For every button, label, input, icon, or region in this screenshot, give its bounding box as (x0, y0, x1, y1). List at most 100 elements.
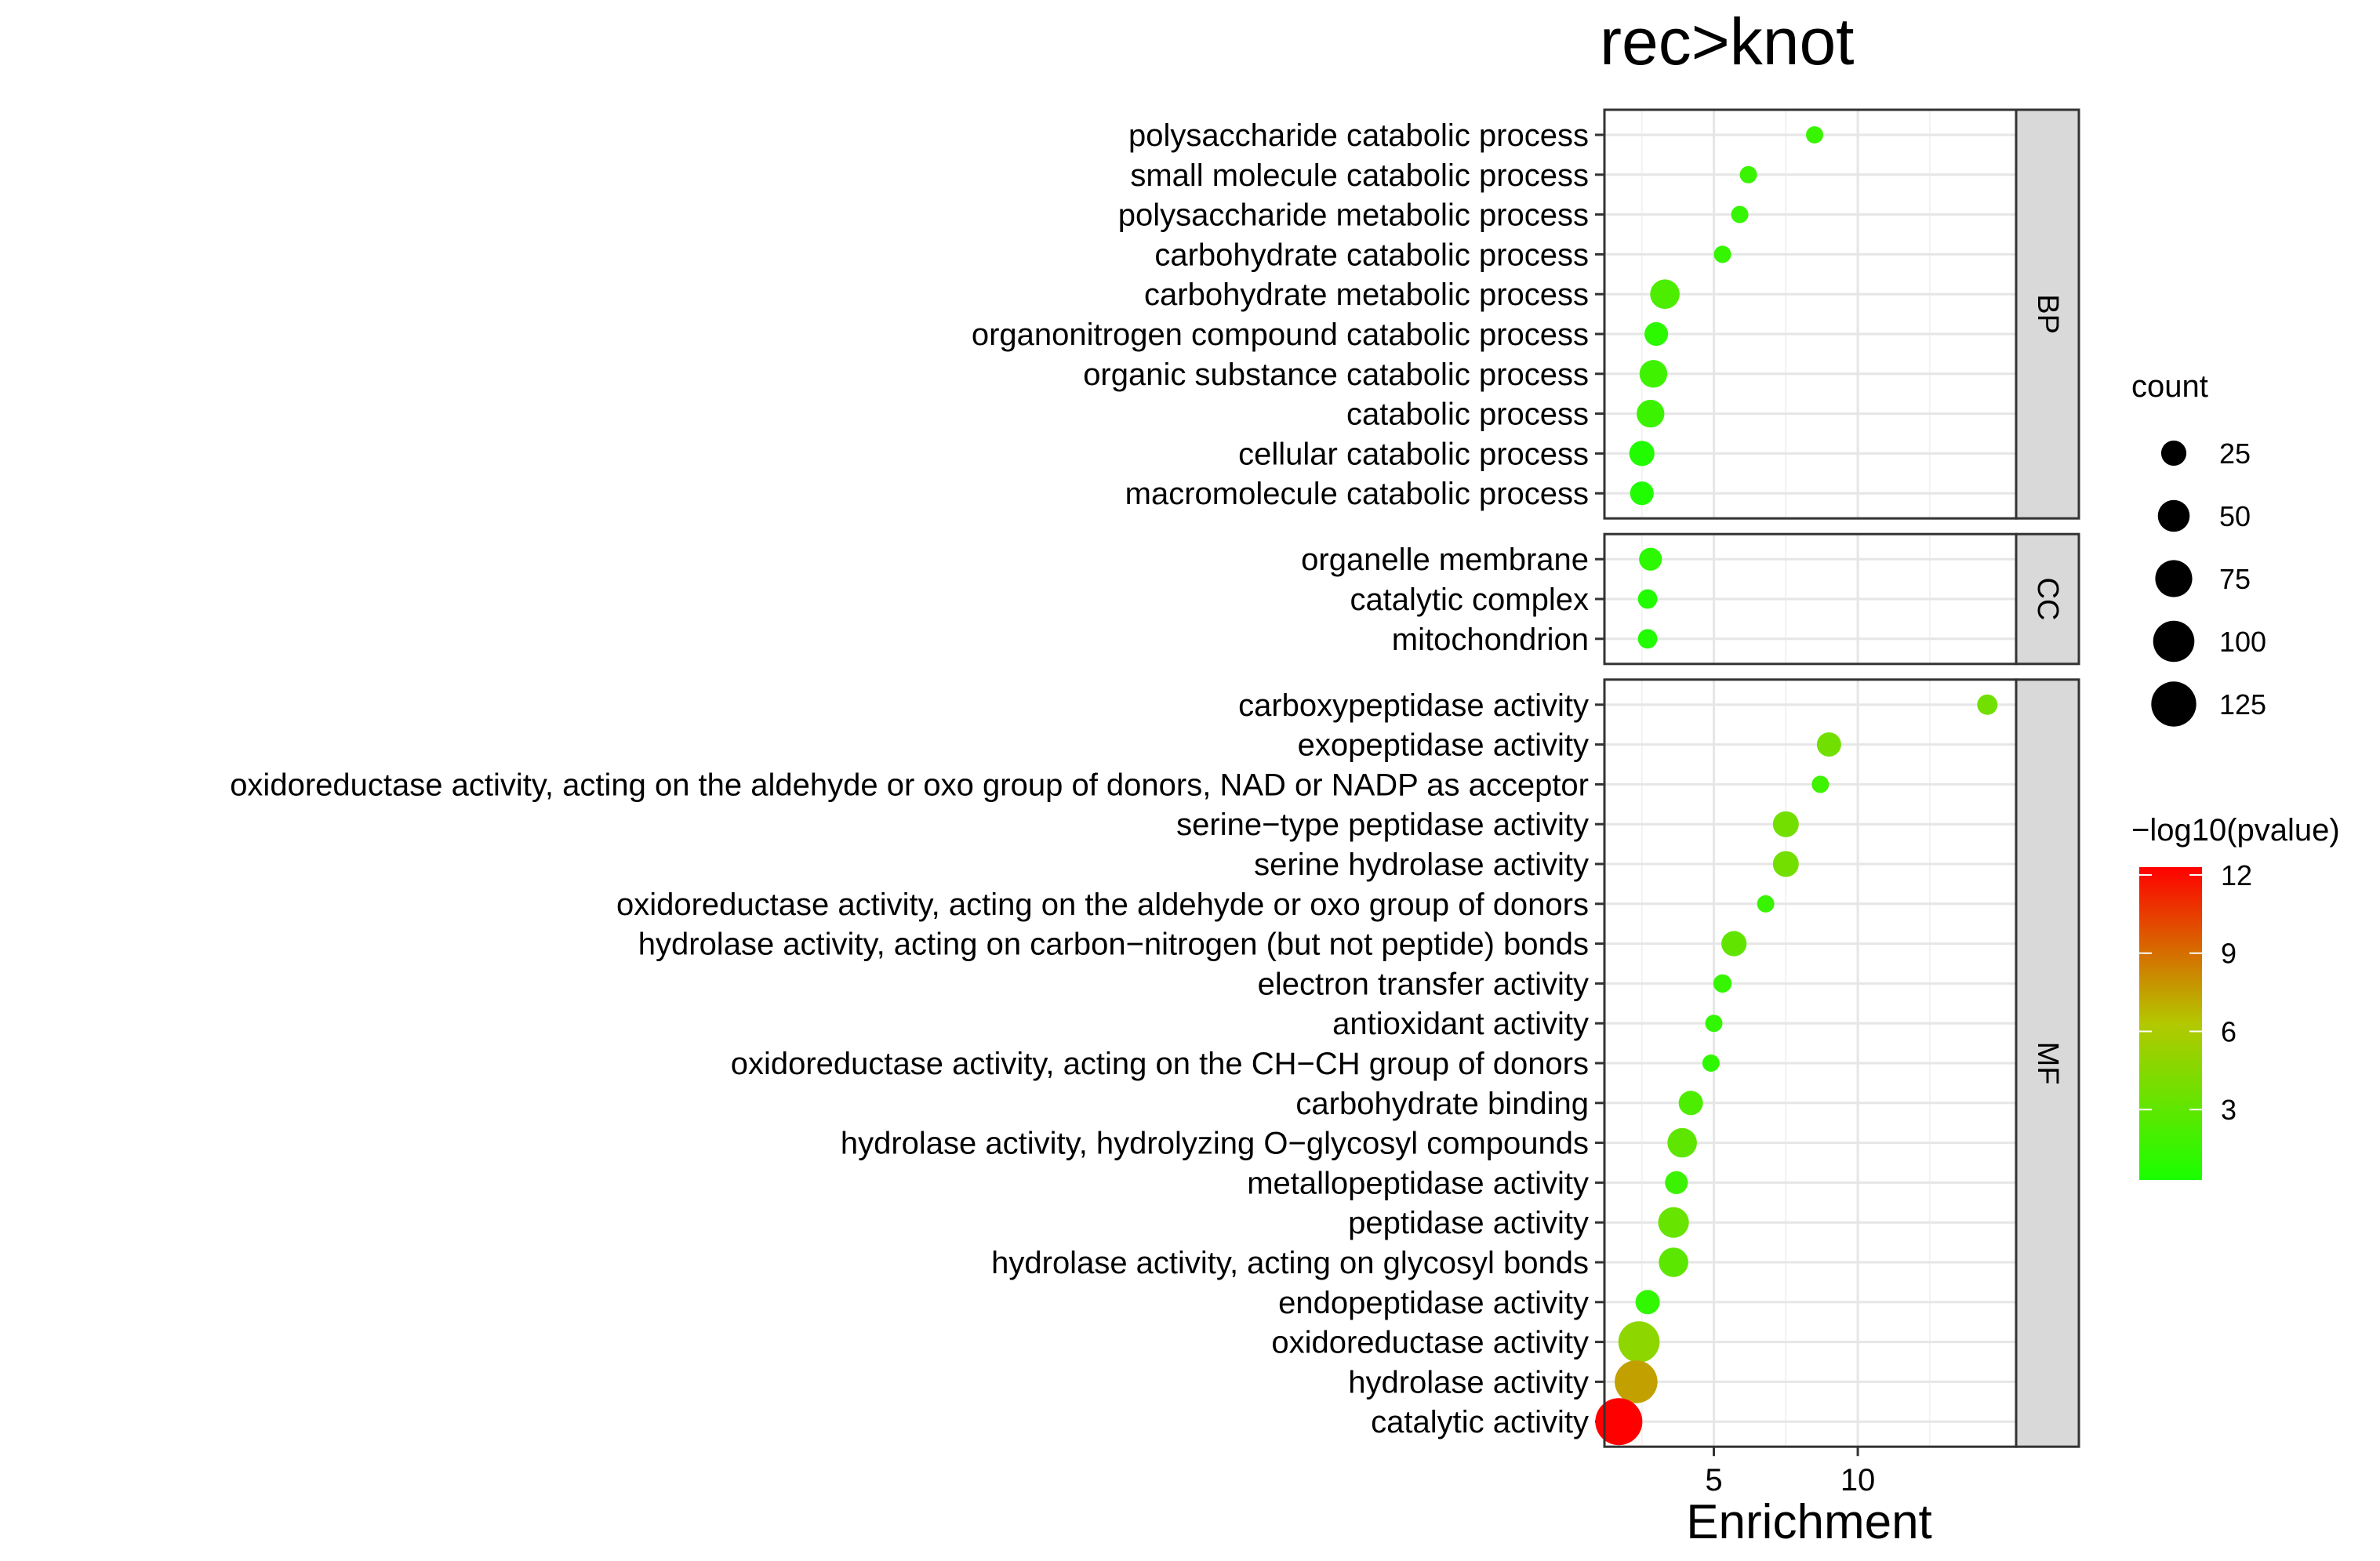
facet-panel-cc: organelle membrane catalytic complex mitoc… (1301, 532, 2080, 666)
data-point (1713, 245, 1731, 263)
term-label: oxidoreductase activity (1271, 1326, 1589, 1360)
data-point (1705, 1015, 1723, 1033)
term-label: hydrolase activity, hydrolyzing O−glycos… (841, 1127, 1589, 1161)
term-label: oxidoreductase activity, acting on the a… (230, 768, 1589, 802)
term-label: electron transfer activity (1258, 967, 1589, 1001)
data-point (1650, 279, 1680, 310)
data-point (1721, 931, 1747, 957)
term-label: catabolic process (1346, 398, 1589, 432)
x-axis-label: Enrichment (1686, 1495, 1932, 1549)
data-point (1757, 895, 1775, 913)
facet-strip (2015, 108, 2080, 520)
data-point (1637, 629, 1658, 649)
term-label: oxidoreductase activity, acting on the C… (731, 1047, 1589, 1081)
data-point (1659, 1247, 1688, 1277)
size-legend-label: 100 (2219, 626, 2266, 658)
term-label: catalytic activity (1371, 1405, 1589, 1439)
data-point (1637, 589, 1658, 609)
x-tick-label: 10 (1840, 1463, 1876, 1497)
facet-strip (2015, 678, 2080, 1448)
size-legend-key (2151, 681, 2197, 727)
x-axis: 5 10 (1705, 1447, 1875, 1497)
size-legend-title: count (2131, 369, 2208, 404)
term-label: organelle membrane (1301, 543, 1589, 577)
size-legend-label: 125 (2219, 688, 2266, 721)
chart-title: rec>knot (1600, 5, 1855, 78)
term-label: hydrolase activity, acting on carbon−nit… (638, 928, 1589, 962)
data-point (1731, 205, 1749, 223)
size-legend-label: 75 (2219, 563, 2251, 595)
data-point (1977, 694, 1998, 715)
term-label: organonitrogen compound catabolic proces… (972, 318, 1589, 352)
data-point (1595, 1398, 1643, 1446)
data-point (1806, 126, 1824, 143)
term-label: hydrolase activity, acting on glycosyl b… (991, 1246, 1589, 1280)
size-legend-label: 50 (2219, 500, 2251, 532)
data-point (1816, 732, 1841, 757)
term-label: exopeptidase activity (1298, 728, 1589, 763)
x-tick-label: 5 (1705, 1463, 1722, 1497)
term-label: small molecule catabolic process (1130, 158, 1589, 193)
size-legend: count 25 50 75 100 125 (2131, 369, 2266, 727)
facet-panels: polysaccharide catabolic process small mo… (230, 108, 2080, 1448)
term-label: polysaccharide metabolic process (1118, 198, 1589, 233)
data-point (1665, 1171, 1688, 1194)
size-legend-key (2155, 560, 2193, 597)
data-point (1678, 1091, 1703, 1116)
term-label: serine−type peptidase activity (1176, 808, 1589, 842)
size-legend-key (2157, 499, 2190, 532)
data-point (1637, 399, 1665, 428)
data-point (1713, 974, 1732, 993)
color-legend-label: 9 (2221, 938, 2236, 970)
data-point (1615, 1360, 1658, 1403)
data-point (1772, 811, 1799, 837)
facet-strip (2015, 532, 2080, 666)
term-label: endopeptidase activity (1278, 1286, 1589, 1320)
data-point (1630, 481, 1654, 506)
data-point (1667, 1127, 1697, 1158)
color-legend: −log10(pvalue) 3 6 9 12 (2131, 813, 2340, 1180)
term-label: catalytic complex (1350, 583, 1589, 617)
facet-panel-bp: polysaccharide catabolic process small mo… (972, 108, 2080, 520)
size-legend-key (2160, 440, 2187, 466)
data-point (1702, 1055, 1720, 1072)
data-point (1811, 775, 1830, 793)
facet-strip-label: MF (2031, 1042, 2064, 1085)
size-legend-key (2153, 620, 2195, 663)
term-label: carbohydrate metabolic process (1144, 278, 1589, 312)
color-legend-label: 12 (2221, 859, 2252, 891)
color-legend-label: 6 (2221, 1015, 2236, 1047)
facet-panel-mf: carboxypeptidase activity exopeptidase ac… (230, 678, 2080, 1448)
term-label: carbohydrate catabolic process (1154, 238, 1589, 272)
data-point (1772, 851, 1799, 877)
data-point (1639, 360, 1668, 388)
term-label: macromolecule catabolic process (1125, 477, 1589, 511)
data-point (1618, 1321, 1660, 1363)
term-label: polysaccharide catabolic process (1128, 118, 1589, 153)
color-legend-label: 3 (2221, 1094, 2236, 1126)
data-point (1658, 1207, 1689, 1238)
term-label: antioxidant activity (1332, 1007, 1589, 1041)
size-legend-label: 25 (2219, 437, 2251, 470)
data-point (1639, 547, 1662, 571)
data-point (1629, 441, 1655, 466)
data-point (1635, 1290, 1660, 1315)
facet-strip-label: CC (2031, 578, 2064, 621)
facet-strip-label: BP (2031, 294, 2064, 334)
term-label: peptidase activity (1348, 1206, 1589, 1240)
term-label: organic substance catabolic process (1083, 358, 1589, 392)
term-label: hydrolase activity (1348, 1365, 1589, 1399)
data-point (1644, 321, 1669, 347)
term-label: oxidoreductase activity, acting on the a… (616, 888, 1589, 922)
color-legend-title: −log10(pvalue) (2131, 813, 2340, 848)
color-legend-bar (2139, 867, 2202, 1180)
panel-background (1604, 110, 2016, 519)
term-label: mitochondrion (1392, 623, 1589, 657)
term-label: metallopeptidase activity (1247, 1166, 1589, 1200)
term-label: serine hydrolase activity (1254, 848, 1589, 882)
term-label: carbohydrate binding (1295, 1087, 1589, 1121)
data-point (1739, 165, 1757, 183)
term-label: cellular catabolic process (1238, 437, 1589, 471)
term-label: carboxypeptidase activity (1238, 688, 1589, 723)
